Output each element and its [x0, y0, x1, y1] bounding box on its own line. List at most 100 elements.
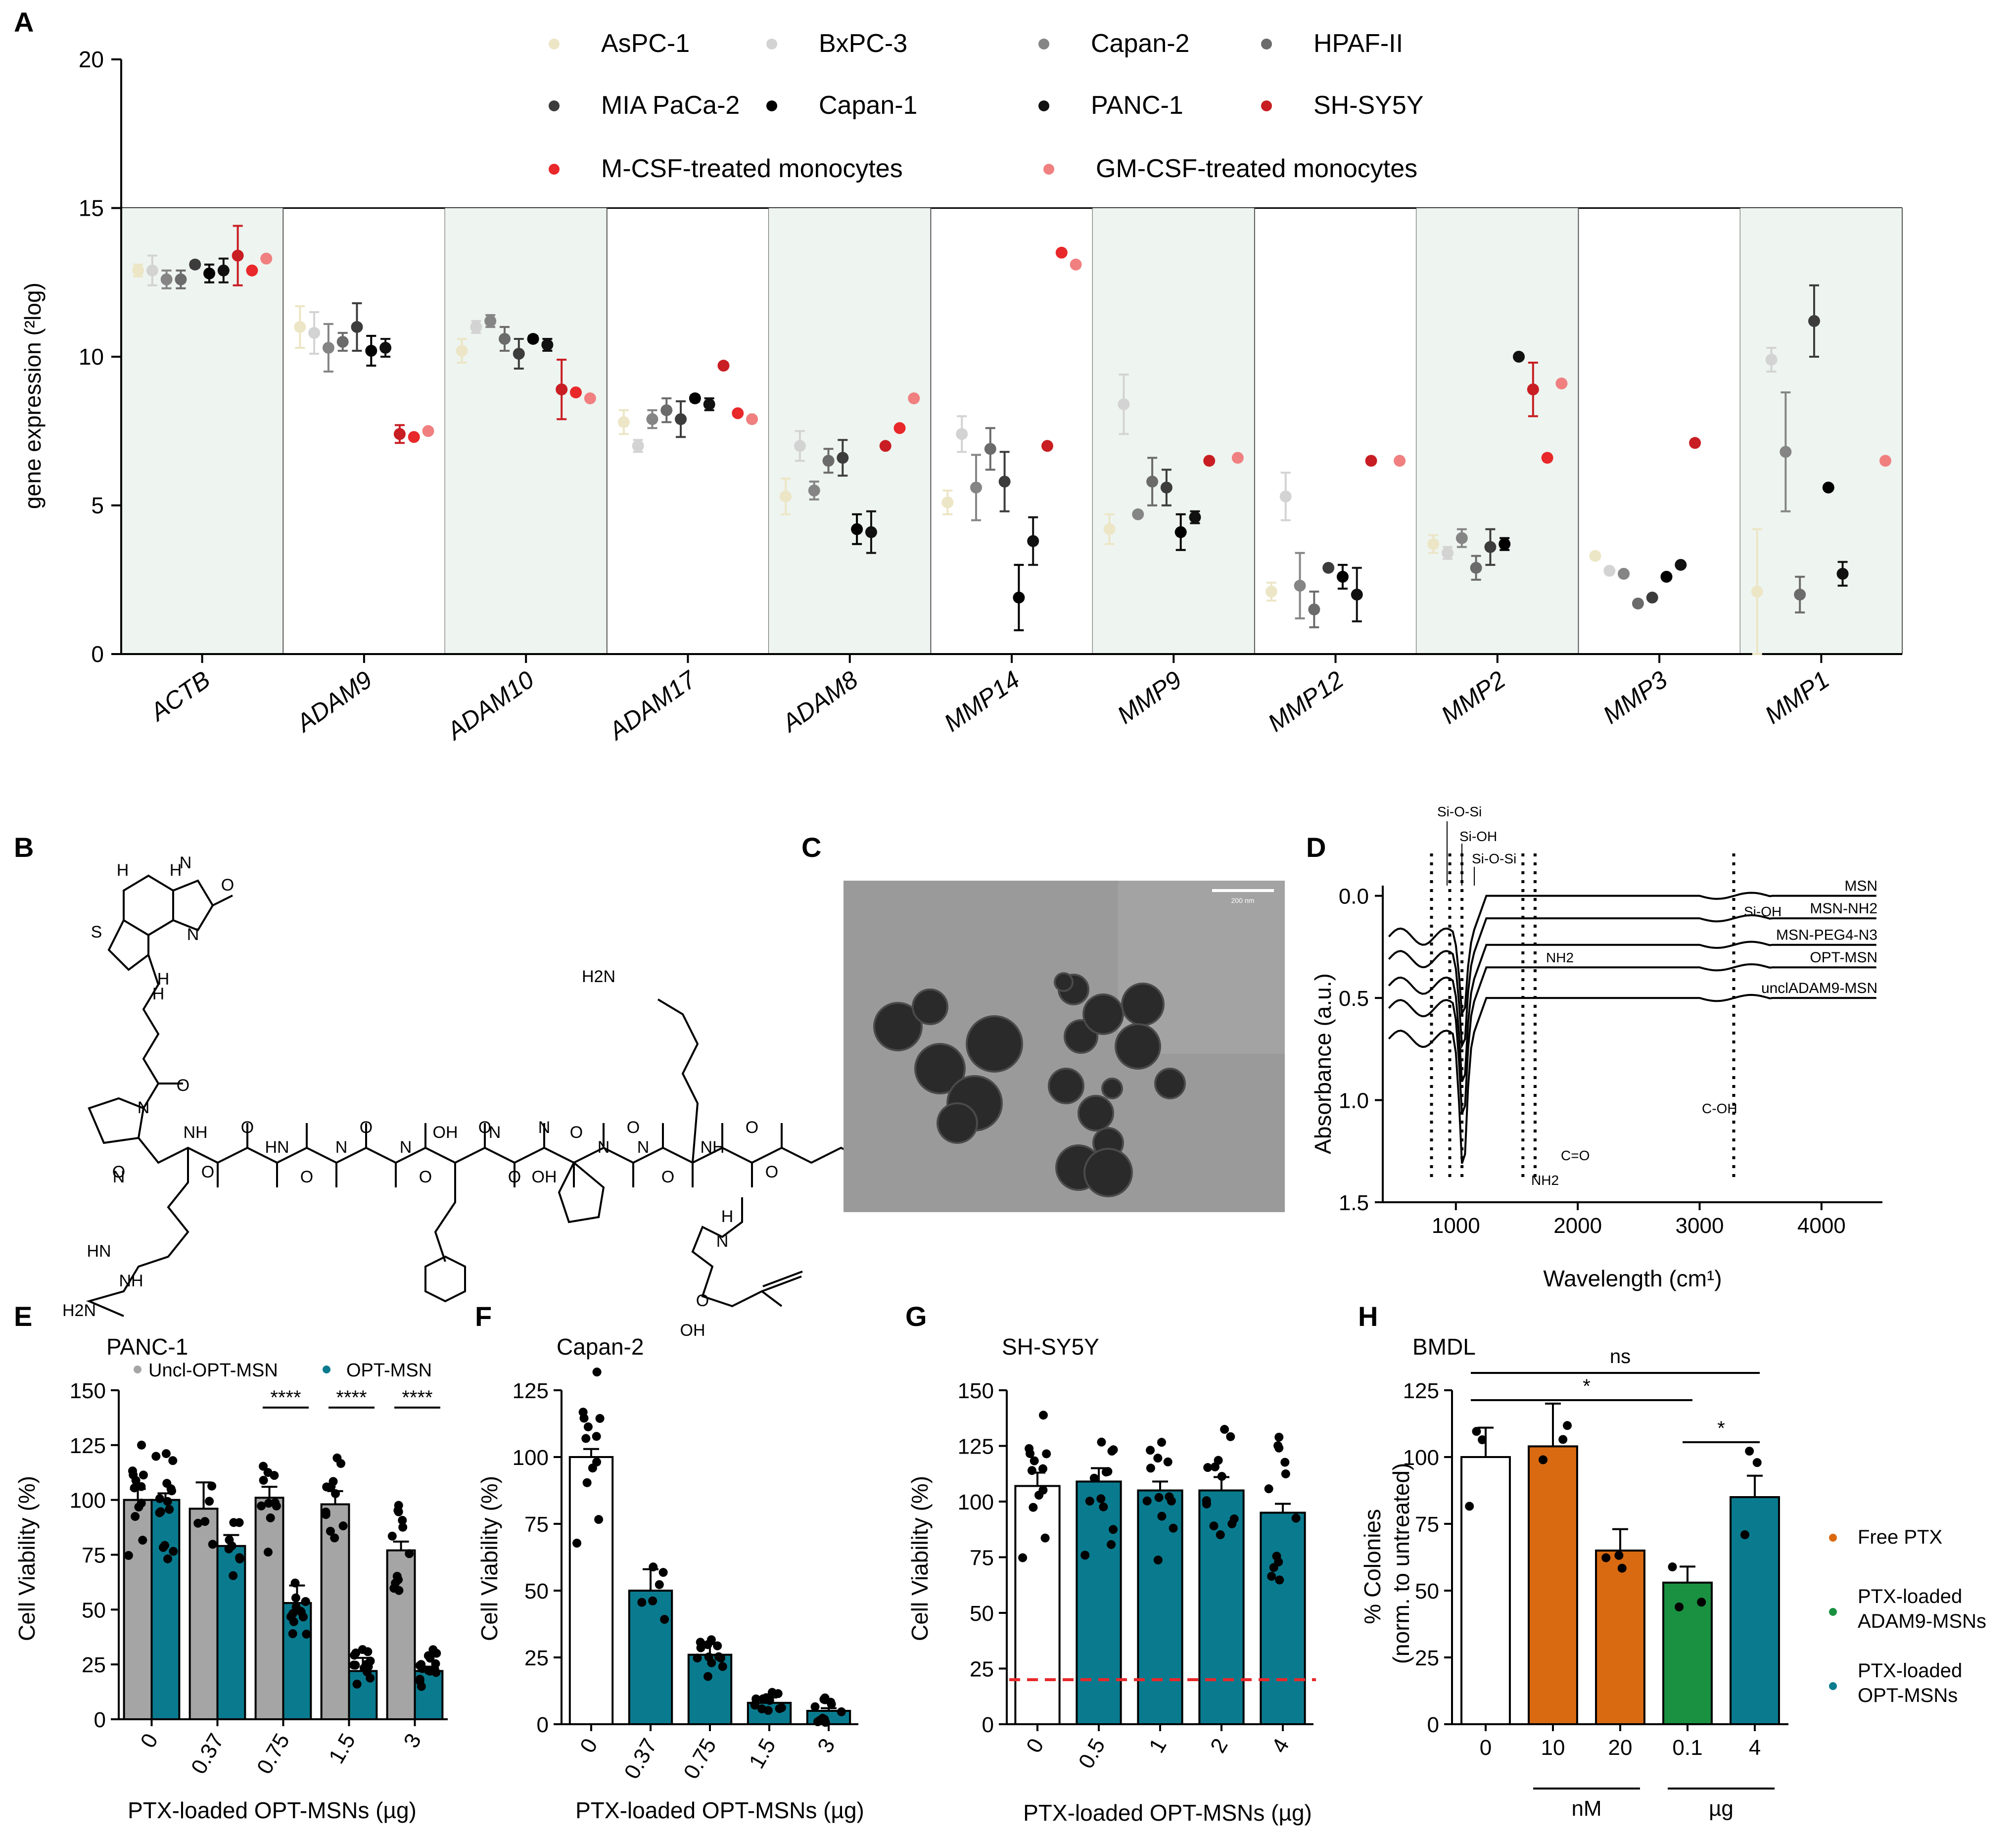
chart-title-f: Capan-2	[557, 1334, 644, 1360]
tem-micrograph: 200 nm	[844, 881, 1285, 1212]
x-tick-label: 10	[1541, 1736, 1565, 1760]
data-point	[1751, 585, 1763, 598]
atom-label: O	[221, 876, 234, 895]
panel-label-c: C	[801, 832, 821, 863]
atom-label: O	[201, 1163, 214, 1181]
nanoparticle	[1082, 993, 1124, 1035]
replicate-point	[291, 1593, 300, 1602]
data-point	[984, 443, 996, 455]
x-tick-label-a: ADAM17	[603, 665, 702, 746]
data-point	[1070, 258, 1082, 271]
data-point	[146, 264, 158, 277]
x-tick-label: 4	[1749, 1736, 1761, 1760]
replicate-point	[1030, 1456, 1039, 1465]
atom-label: H	[170, 861, 182, 880]
replicate-point	[1280, 1458, 1290, 1467]
x-axis-label-g: PTX-loaded OPT-MSNs (µg)	[1023, 1800, 1312, 1826]
data-point	[837, 452, 849, 464]
replicate-point	[350, 1650, 359, 1660]
data-point	[541, 338, 554, 351]
replicate-point	[1472, 1427, 1481, 1436]
data-point	[1660, 570, 1673, 583]
atom-label: O	[627, 1118, 640, 1137]
legend-marker	[1038, 100, 1049, 111]
spectrum-label: MSN-PEG4-N3	[1776, 927, 1877, 943]
lysine-side-chain	[657, 998, 699, 1163]
y-tick-label: 75	[1415, 1512, 1439, 1537]
data-point	[1513, 351, 1525, 363]
data-point	[1780, 446, 1792, 458]
data-point	[513, 347, 525, 360]
legend-marker	[134, 1366, 141, 1373]
replicate-point	[821, 1718, 830, 1727]
data-point	[617, 416, 630, 428]
spectrum-annotation: Si-O-Si	[1472, 851, 1516, 866]
biotin-ring	[123, 874, 174, 937]
y-axis-label-d: Absorbance (a.u.)	[1310, 973, 1336, 1154]
replicate-point	[423, 1651, 433, 1660]
replicate-point	[1210, 1462, 1219, 1471]
data-point	[1055, 246, 1068, 259]
replicate-point	[1165, 1492, 1174, 1502]
replicate-point	[1027, 1466, 1036, 1475]
replicate-point	[1146, 1446, 1155, 1455]
spectrum-label: MSN	[1844, 878, 1877, 895]
replicate-point	[330, 1533, 339, 1543]
y-tick-label: 0	[537, 1713, 549, 1737]
atom-label: O	[696, 1291, 709, 1310]
x-axis-label-f: PTX-loaded OPT-MSNs (µg)	[575, 1797, 864, 1823]
bar	[1076, 1480, 1122, 1725]
y-tick-label: 150	[958, 1379, 994, 1403]
data-point	[1427, 538, 1440, 550]
chart-title-e: PANC-1	[106, 1334, 188, 1360]
replicate-point	[583, 1422, 593, 1431]
spectrum-annotation: Si-O-Si	[1437, 804, 1482, 819]
x-tick-label: 0.75	[252, 1730, 294, 1779]
replicate-point	[592, 1458, 602, 1467]
replicate-point	[718, 1662, 727, 1671]
data-point	[689, 392, 701, 405]
x-tick-label-a: MMP2	[1436, 665, 1511, 729]
data-point	[569, 386, 582, 399]
replicate-point	[1539, 1455, 1548, 1464]
replicate-point	[1281, 1469, 1290, 1479]
data-point	[703, 398, 715, 411]
panel-label-b: B	[14, 832, 34, 863]
replicate-point	[775, 1704, 784, 1713]
y-tick-label: 0	[94, 1708, 106, 1732]
replicate-point	[1740, 1530, 1749, 1539]
legend-marker	[1261, 100, 1272, 111]
legend-marker	[1043, 164, 1054, 175]
replicate-point	[352, 1679, 362, 1689]
replicate-point	[1154, 1493, 1164, 1502]
nanoparticle	[912, 989, 948, 1025]
replicate-point	[1038, 1485, 1048, 1495]
data-point	[646, 413, 658, 425]
panel-label-d: D	[1306, 832, 1326, 863]
atom-label: O	[112, 1163, 125, 1181]
bar	[123, 1499, 153, 1721]
data-point	[132, 264, 144, 277]
data-point	[1308, 603, 1320, 615]
replicate-point	[1169, 1523, 1178, 1533]
data-point	[484, 315, 497, 327]
y-tick-label: 50	[970, 1602, 994, 1626]
replicate-point	[155, 1494, 164, 1504]
replicate-point	[129, 1470, 138, 1480]
phenylalanine-chain	[434, 1163, 456, 1262]
spectrum-annotation: NH2	[1531, 1173, 1559, 1188]
replicate-point	[1089, 1473, 1099, 1483]
data-point	[1279, 490, 1292, 503]
legend-marker	[323, 1366, 330, 1373]
legend-marker	[1261, 39, 1272, 49]
replicate-point	[648, 1596, 657, 1605]
replicate-point	[1217, 1472, 1226, 1481]
replicate-point	[387, 1531, 397, 1541]
atom-label: O	[300, 1168, 313, 1186]
legend-marker	[1829, 1608, 1837, 1616]
data-point	[1231, 452, 1244, 464]
panel-label-a: A	[14, 6, 34, 38]
data-point	[1689, 437, 1701, 449]
data-point	[632, 440, 644, 452]
atom-label: O	[419, 1168, 432, 1186]
